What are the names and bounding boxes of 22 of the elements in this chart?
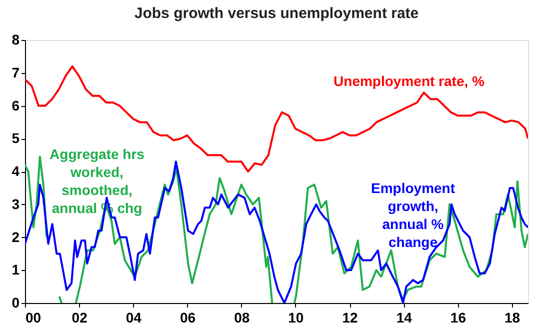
y-tick-label: 7 bbox=[12, 64, 20, 80]
chart-title: Jobs growth versus unemployment rate bbox=[134, 5, 419, 22]
x-tick-label: 06 bbox=[180, 310, 196, 326]
x-tick-label: 18 bbox=[504, 310, 520, 326]
series-label: Unemployment rate, % bbox=[334, 73, 486, 89]
y-tick-label: 6 bbox=[12, 97, 20, 114]
x-tick-label: 12 bbox=[342, 310, 358, 326]
x-tick-label: 02 bbox=[72, 310, 88, 326]
x-tick-label: 14 bbox=[396, 310, 412, 326]
y-tick-label: 3 bbox=[12, 196, 20, 212]
y-tick-label: 8 bbox=[12, 32, 20, 48]
x-tick-label: 00 bbox=[26, 310, 42, 326]
x-tick-label: 16 bbox=[450, 310, 466, 326]
x-tick-label: 08 bbox=[234, 310, 250, 326]
x-tick-label: 04 bbox=[126, 310, 142, 326]
series-label: Employment growth, annual % change bbox=[370, 180, 456, 250]
y-tick-label: 0 bbox=[12, 294, 20, 310]
y-tick-label: 1 bbox=[12, 262, 20, 278]
y-tick-label: 2 bbox=[12, 228, 20, 245]
x-tick-label: 10 bbox=[288, 310, 304, 326]
y-tick-label: 5 bbox=[12, 130, 20, 146]
y-tick-label: 4 bbox=[12, 163, 20, 179]
